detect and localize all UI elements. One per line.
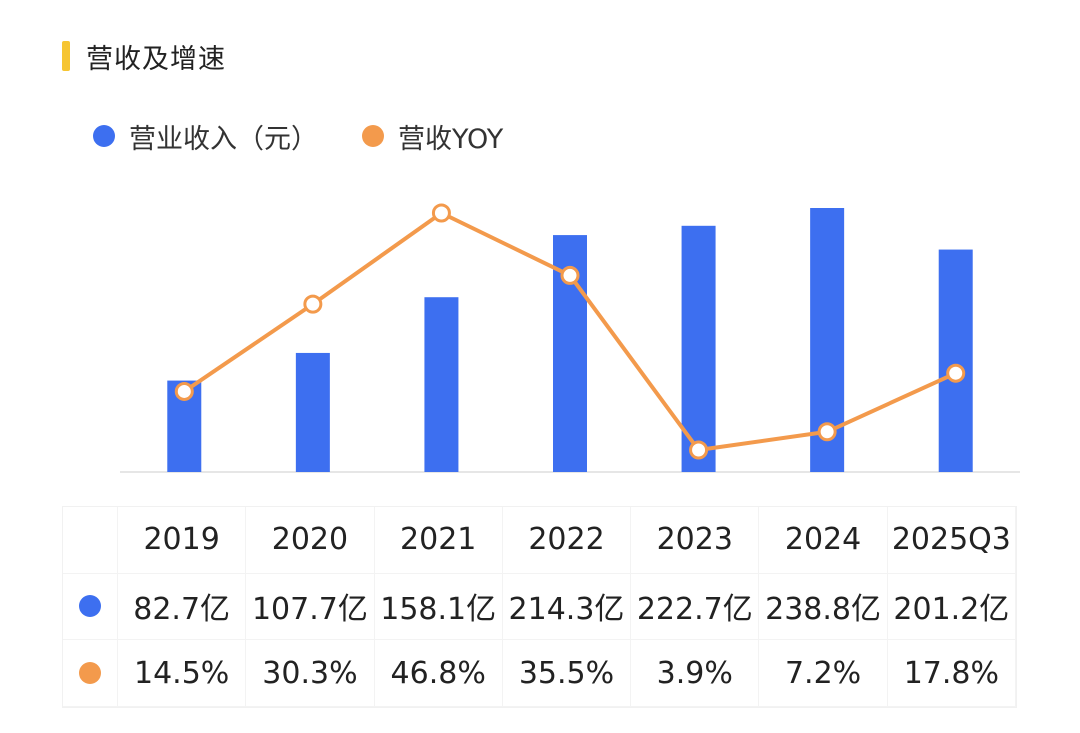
revenue-row-marker (63, 573, 118, 641)
revenue-value-cell: 158.1亿 (374, 573, 503, 641)
yoy-value-cell: 46.8% (374, 640, 503, 707)
table-header-cell: 2024 (759, 507, 888, 574)
data-table: 2019 2020 2021 2022 2023 2024 2025Q3 82.7亿 107.7… (62, 506, 1017, 708)
title-accent-bar (62, 41, 70, 71)
page-title: 营收及增速 (86, 43, 226, 75)
revenue-row-marker-dot (79, 595, 101, 618)
table-header-cell: 2019 (118, 507, 247, 574)
table-header-cell: 2022 (502, 507, 632, 574)
yoy-point-2022 (560, 265, 580, 285)
yoy-row-marker-dot (79, 662, 101, 685)
legend-dot-yoy (362, 125, 384, 147)
table-header-cell: 2023 (631, 507, 760, 574)
chart-legend: 营业收入（元） 营收YOY (93, 116, 547, 156)
yoy-value-cell: 35.5% (502, 640, 632, 707)
yoy-value-cell: 7.2% (759, 640, 888, 707)
legend-label-revenue: 营业收入（元） (129, 123, 318, 155)
yoy-point-2023 (689, 440, 709, 460)
yoy-value-cell: 3.9% (631, 640, 760, 707)
table-header-cell: 2025Q3 (887, 507, 1016, 574)
yoy-value-cell: 17.8% (887, 640, 1016, 707)
chart-header: 营收及增速 (62, 36, 226, 76)
revenue-value-cell: 107.7亿 (246, 573, 375, 641)
legend-item-revenue: 营业收入（元） (93, 117, 318, 156)
revenue-bar-2025Q3 (938, 249, 973, 472)
revenue-bar-2020 (295, 352, 330, 472)
yoy-point-2025Q3 (946, 363, 966, 383)
legend-label-yoy: 营收YOY (398, 123, 504, 155)
revenue-value-cell: 222.7亿 (631, 573, 760, 641)
yoy-row-marker (63, 640, 118, 707)
table-header-cell: 2021 (374, 507, 503, 574)
yoy-value-cell: 30.3% (246, 640, 375, 707)
legend-dot-revenue (93, 125, 115, 147)
yoy-point-2021 (431, 203, 451, 223)
legend-item-yoy: 营收YOY (362, 117, 503, 156)
table-header-cell: 2020 (246, 507, 375, 574)
revenue-value-cell: 238.8亿 (759, 573, 888, 641)
yoy-point-2020 (303, 294, 323, 314)
revenue-value-cell: 201.2亿 (887, 573, 1016, 641)
table-corner-cell (63, 507, 118, 574)
yoy-point-2019 (174, 381, 194, 401)
revenue-bar-2023 (681, 225, 716, 472)
yoy-value-cell: 14.5% (118, 640, 247, 707)
revenue-yoy-chart (120, 203, 1020, 473)
yoy-point-2024 (817, 422, 837, 442)
revenue-value-cell: 82.7亿 (118, 573, 247, 641)
revenue-bar-2021 (424, 297, 459, 472)
revenue-value-cell: 214.3亿 (502, 573, 632, 641)
